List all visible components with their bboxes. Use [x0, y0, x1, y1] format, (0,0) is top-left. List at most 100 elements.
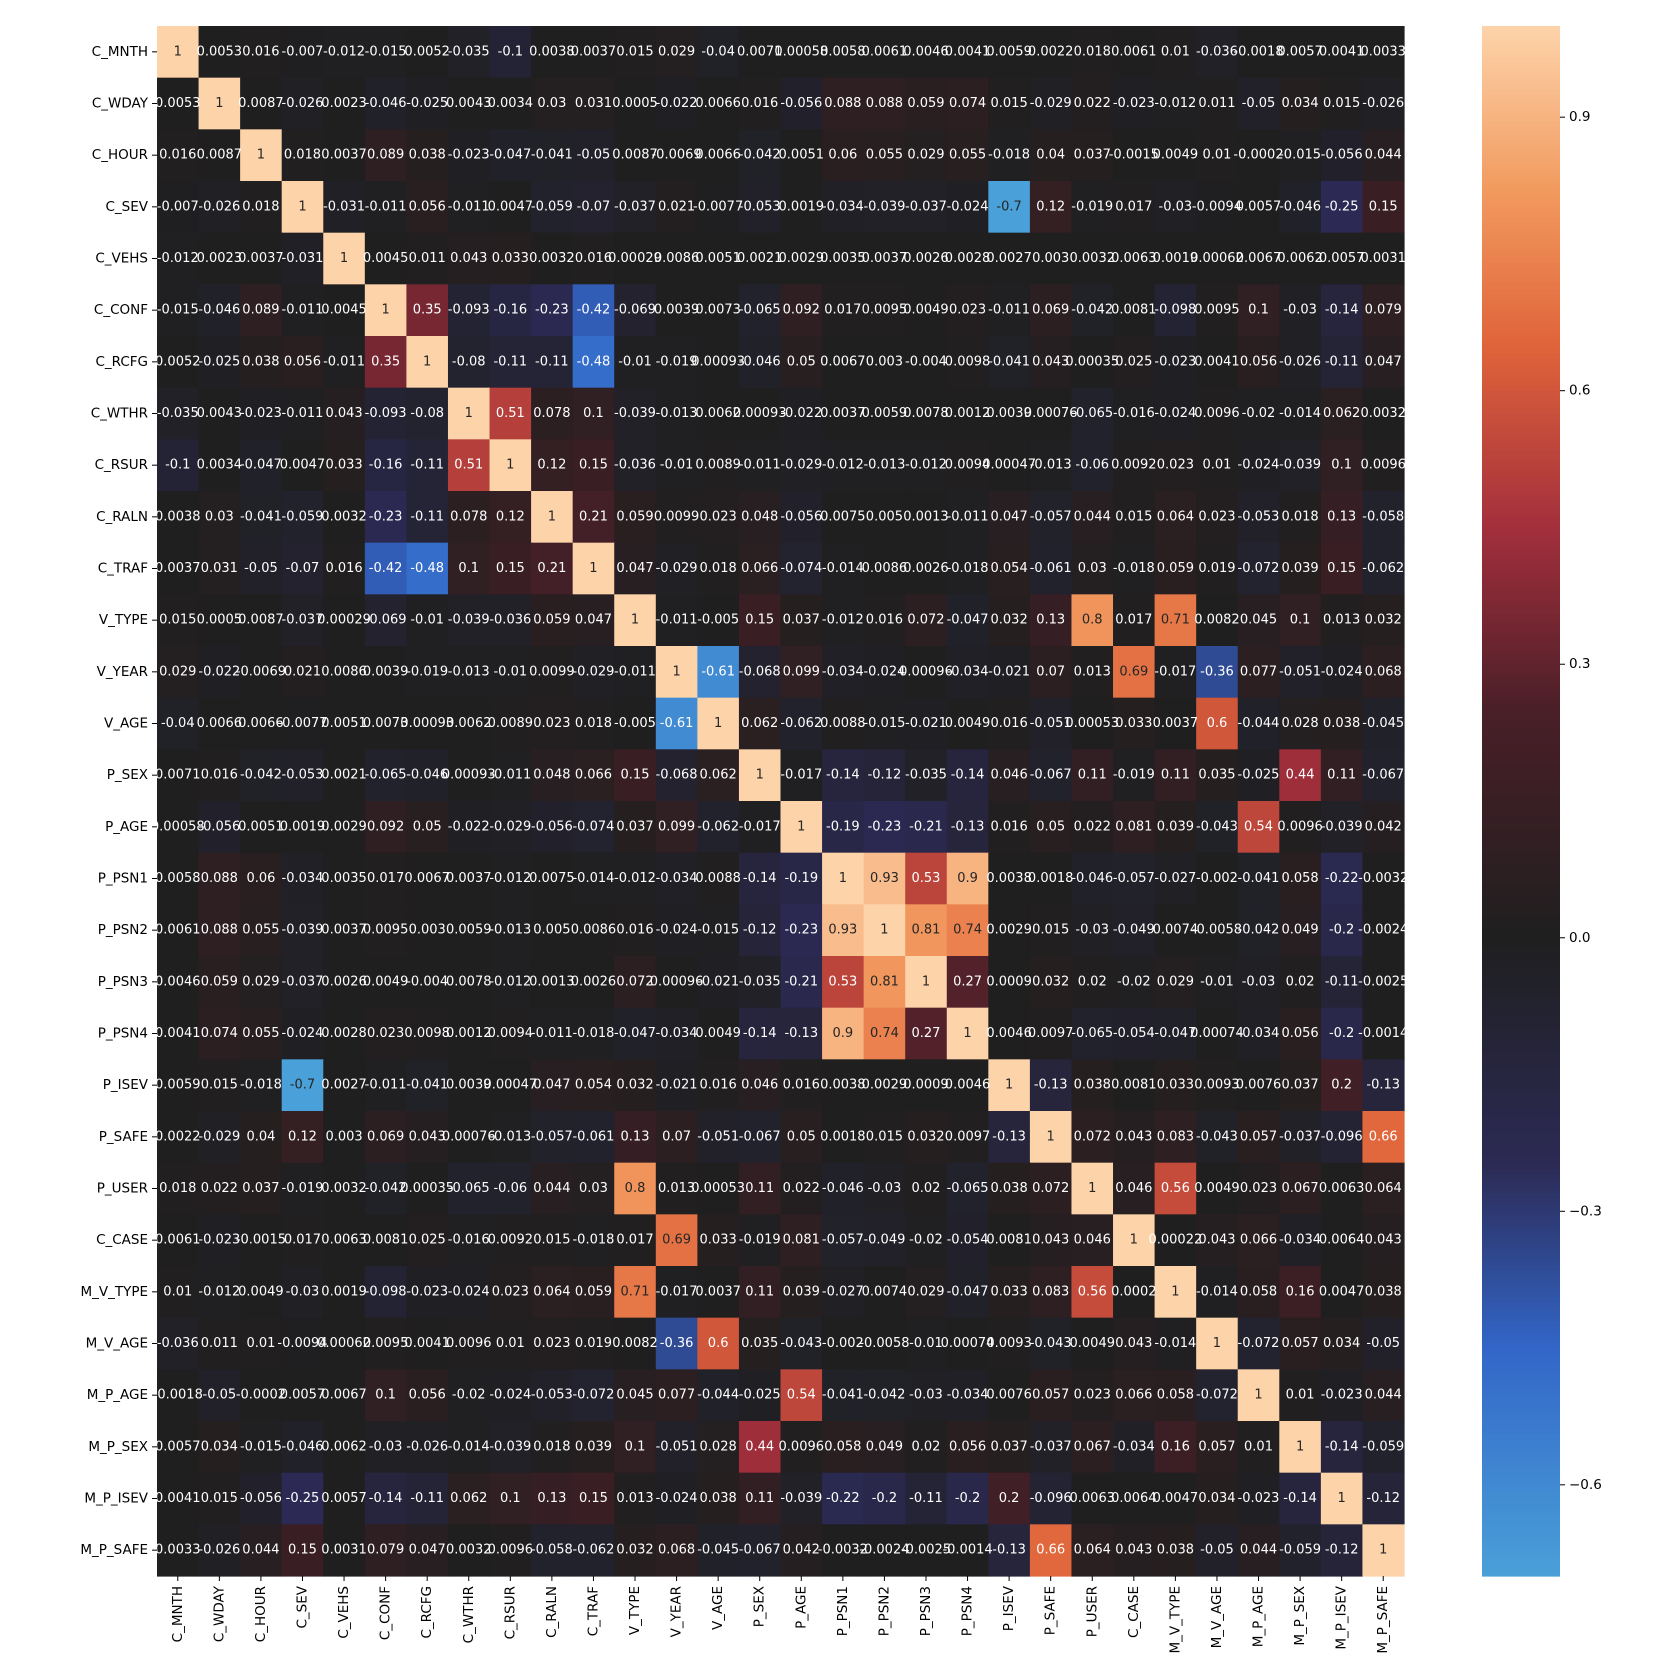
heatmap-cell-label: -0.067 [739, 1129, 781, 1144]
heatmap-cell-label: 0.016 [325, 561, 362, 576]
heatmap-cell-label: -0.046 [406, 768, 448, 783]
heatmap-cell [1029, 439, 1073, 492]
heatmap-cell [572, 1421, 615, 1474]
heatmap-cell [780, 284, 823, 337]
heatmap-cell [822, 491, 865, 544]
heatmap-cell [240, 1059, 283, 1112]
heatmap-cell-label: 0.0071 [737, 44, 783, 59]
heatmap-cell-label: 0.66 [1369, 1129, 1398, 1144]
heatmap-cell [281, 232, 324, 285]
x-tick-label: M_P_ISEV [1334, 1585, 1350, 1649]
heatmap-cell-label: 0.0088 [695, 871, 741, 886]
heatmap-cell [364, 904, 407, 957]
heatmap-cell-label: 0.047 [409, 1543, 446, 1558]
heatmap-cell-label: -0.2 [1329, 923, 1354, 938]
heatmap-cell-label: 0.039 [575, 1439, 612, 1454]
heatmap-cell-label: 0.042 [1365, 819, 1402, 834]
colorbar-segment [1482, 764, 1560, 770]
heatmap-cell [1320, 646, 1364, 699]
heatmap-cell-label: 0.0045 [321, 303, 367, 318]
heatmap-cell [697, 1007, 740, 1060]
heatmap-cell [198, 1369, 241, 1422]
heatmap-cell-label: -0.098 [365, 1284, 407, 1299]
colorbar-segment [1482, 199, 1560, 205]
heatmap-cell [281, 852, 324, 905]
heatmap-cell [572, 1266, 615, 1319]
heatmap-cell-label: 0.015 [1323, 96, 1360, 111]
heatmap-cell-label: -0.039 [489, 1439, 531, 1454]
heatmap-cell [1113, 1111, 1156, 1164]
heatmap-cell-label: -0.19 [826, 819, 860, 834]
colorbar-segment [1482, 896, 1560, 902]
heatmap-cell-label: 0.019 [575, 1336, 612, 1351]
heatmap-cell-label: 1 [174, 44, 182, 59]
colorbar-segment [1482, 1097, 1560, 1103]
heatmap-cell [1029, 1059, 1073, 1112]
heatmap-cell-label: -0.007 [282, 44, 324, 59]
heatmap-cell-label: 0.038 [1074, 1078, 1111, 1093]
heatmap-cell [1071, 1524, 1114, 1577]
heatmap-cell [738, 697, 782, 750]
heatmap-cell [1279, 852, 1322, 905]
heatmap-cell-label: -0.042 [365, 1181, 407, 1196]
heatmap-cell-label: 0.0078 [903, 406, 949, 421]
heatmap-cells [157, 26, 1405, 1577]
heatmap-cell-label: 0.0049 [1153, 148, 1199, 163]
heatmap-cell [323, 956, 366, 1009]
x-tick-label: P_PSN1 [835, 1586, 851, 1636]
heatmap-cell-label: 0.0013 [529, 974, 575, 989]
colorbar-segment [1482, 924, 1560, 930]
heatmap-cell [157, 852, 200, 905]
heatmap-cell [863, 336, 906, 389]
x-tick-label: M_P_AGE [1251, 1586, 1267, 1647]
heatmap-cell [1029, 1421, 1073, 1474]
colorbar-segment [1482, 459, 1560, 465]
heatmap-cell-label: 1 [1130, 1233, 1138, 1248]
heatmap-cell-label: 0.11 [745, 1284, 774, 1299]
heatmap-cell [240, 542, 283, 595]
heatmap-cell-label: 0.067 [1281, 1181, 1318, 1196]
heatmap-cell [198, 1472, 241, 1525]
heatmap-cell [157, 1266, 200, 1319]
heatmap-cell-label: 0.51 [496, 406, 525, 421]
heatmap-cell [905, 956, 948, 1009]
heatmap-cell-label: 0.00035 [400, 1181, 454, 1196]
heatmap-cell-label: -0.025 [406, 96, 448, 111]
heatmap-cell-label: 0.0038 [155, 509, 201, 524]
heatmap-cell-label: 0.039 [783, 1284, 820, 1299]
heatmap-cell [281, 956, 324, 1009]
heatmap-cell-label: -0.025 [198, 354, 240, 369]
heatmap-cell-label: 0.07 [662, 1129, 691, 1144]
heatmap-cell-label: 0.049 [1281, 923, 1318, 938]
colorbar-segment [1482, 992, 1560, 998]
heatmap-cell [1237, 1472, 1280, 1525]
colorbar-segment [1482, 194, 1560, 200]
heatmap-cell-label: -0.026 [1362, 96, 1404, 111]
heatmap-cell [1196, 956, 1239, 1009]
colorbar-segment [1482, 1457, 1560, 1463]
colorbar-segment [1482, 1302, 1560, 1308]
heatmap-cell-label: 0.0047 [280, 458, 326, 473]
heatmap-cell-label: -0.015 [365, 44, 407, 59]
heatmap-cell [822, 284, 865, 337]
heatmap-cell [905, 77, 948, 130]
colorbar-segment [1482, 709, 1560, 715]
heatmap-cell [1154, 387, 1197, 440]
heatmap-cell [614, 904, 657, 957]
heatmap-cell-label: 0.078 [533, 406, 570, 421]
heatmap-cell-label: -0.046 [1071, 871, 1113, 886]
heatmap-cell-label: -0.039 [780, 1491, 822, 1506]
heatmap-cell [198, 1214, 241, 1267]
heatmap-cell [863, 232, 906, 285]
heatmap-cell [364, 1059, 407, 1112]
x-tick-label: M_V_AGE [1209, 1586, 1225, 1648]
heatmap-cell [1279, 129, 1322, 182]
heatmap-cell [157, 1007, 200, 1060]
heatmap-cell-label: 0.033 [492, 251, 529, 266]
colorbar-segment [1482, 782, 1560, 788]
heatmap-cell-label: -0.015 [157, 303, 199, 318]
heatmap-cell [198, 1162, 241, 1215]
heatmap-cell [863, 26, 906, 79]
heatmap-cell [1029, 336, 1073, 389]
heatmap-cell [406, 904, 449, 957]
